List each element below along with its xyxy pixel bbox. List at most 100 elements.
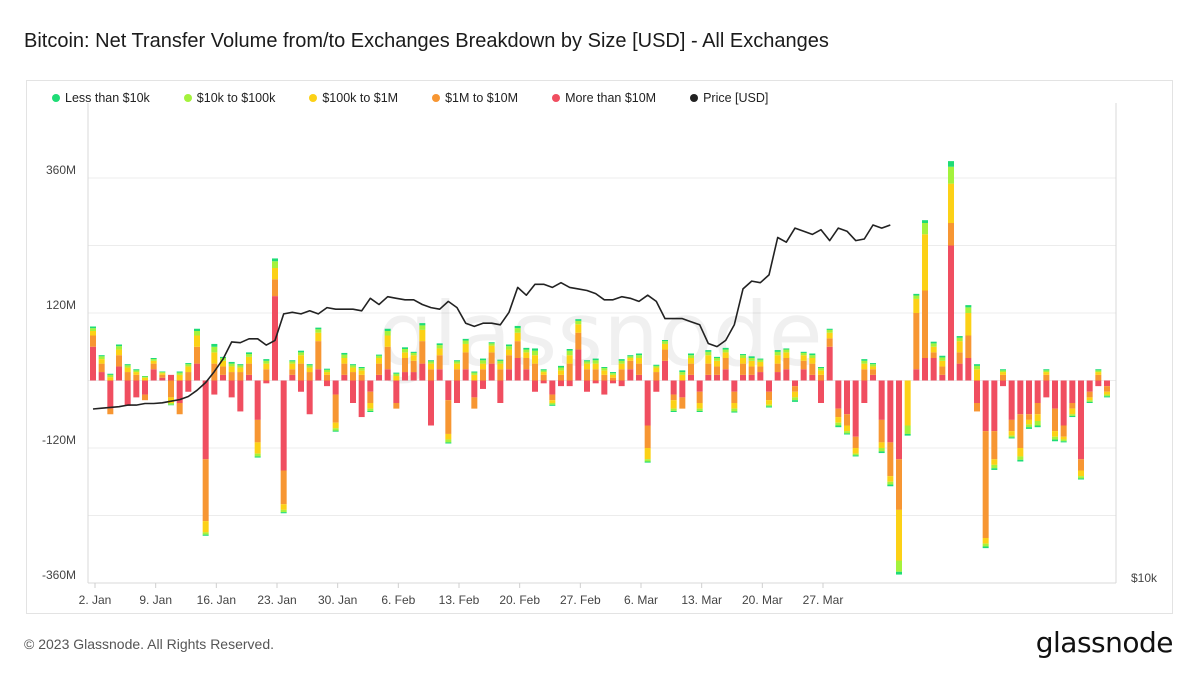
bar-stack	[982, 380, 989, 549]
bar-segment-10k-100k	[185, 364, 192, 367]
bar-segment-gt10m	[514, 358, 521, 381]
legend-item-gt10m[interactable]: More than $10M	[552, 91, 656, 105]
bar-segment-lt10k	[228, 361, 235, 364]
bar-segment-100k-1m	[1104, 391, 1110, 395]
bar-segment-lt10k	[566, 349, 573, 351]
bar-stack	[159, 371, 166, 381]
bar-segment-gt10m	[870, 374, 876, 381]
bar-segment-1m-10m	[176, 403, 183, 415]
bar-segment-100k-1m	[766, 400, 772, 405]
bar-segment-1m-10m	[142, 394, 148, 401]
x-tick-label: 9. Jan	[139, 593, 172, 607]
bar-segment-lt10k	[1034, 425, 1041, 428]
bar-segment-100k-1m	[263, 363, 270, 370]
legend-label-price: Price [USD]	[703, 91, 769, 105]
bar-segment-gt10m	[289, 374, 296, 381]
bar-segment-gt10m	[670, 380, 677, 395]
bar-segment-100k-1m	[722, 352, 729, 358]
bar-segment-gt10m	[454, 380, 460, 403]
bar-segment-10k-100k	[818, 368, 824, 371]
legend-item-price[interactable]: Price [USD]	[690, 91, 768, 105]
bar-segment-lt10k	[948, 161, 954, 167]
bar-segment-lt10k	[1069, 415, 1076, 418]
bar-segment-100k-1m	[696, 403, 703, 409]
bar-stack	[194, 328, 200, 381]
bar-segment-lt10k	[922, 220, 928, 223]
bar-segment-lt10k	[523, 347, 530, 350]
bar-segment-gt10m	[748, 374, 755, 381]
bar-segment-100k-1m	[1000, 372, 1006, 375]
bar-segment-gt10m	[185, 380, 192, 392]
bar-segment-100k-1m	[592, 363, 599, 370]
legend-item-lt10k[interactable]: Less than $10k	[52, 91, 150, 105]
bar-segment-10k-100k	[332, 428, 339, 431]
bar-segment-10k-100k	[870, 364, 876, 367]
bar-segment-1m-10m	[826, 338, 833, 347]
bar-segment-gt10m	[974, 380, 980, 403]
bar-stack	[852, 380, 859, 457]
bar-segment-lt10k	[124, 364, 131, 366]
bar-segment-gt10m	[220, 374, 226, 381]
bar-stack	[202, 380, 209, 536]
bar-segment-lt10k	[878, 451, 885, 454]
bar-segment-lt10k	[254, 456, 261, 458]
legend-item-10k-100k[interactable]: $10k to $100k	[183, 91, 275, 105]
bar-segment-gt10m	[844, 380, 850, 415]
bar-segment-gt10m	[150, 369, 157, 381]
bar-stack	[254, 380, 261, 458]
bar-segment-10k-100k	[280, 509, 287, 513]
bar-segment-gt10m	[956, 363, 963, 381]
bar-segment-gt10m	[688, 374, 694, 381]
bar-segment-lt10k	[575, 319, 582, 321]
bar-stack	[904, 380, 911, 436]
bar-segment-gt10m	[610, 380, 616, 384]
bar-stack	[549, 380, 556, 406]
bar-segment-gt10m	[194, 363, 200, 381]
bar-segment-1m-10m	[844, 414, 850, 426]
bar-stack	[532, 348, 538, 392]
bar-stack	[332, 380, 339, 432]
bar-segment-10k-100k	[1086, 400, 1093, 402]
bar-segment-100k-1m	[194, 335, 200, 347]
bar-segment-gt10m	[766, 380, 772, 392]
bar-segment-lt10k	[835, 425, 842, 428]
price-layer	[92, 224, 891, 410]
bar-segment-gt10m	[757, 372, 764, 381]
bar-segment-100k-1m	[454, 363, 460, 370]
bar-segment-1m-10m	[402, 358, 408, 373]
bar-segment-gt10m	[887, 380, 894, 443]
bar-segment-100k-1m	[584, 363, 590, 370]
x-tick-label: 2. Jan	[79, 593, 112, 607]
legend-dot-gt10m	[552, 94, 561, 102]
bar-segment-lt10k	[142, 376, 148, 377]
bar-segment-1m-10m	[506, 355, 512, 370]
bar-stack	[90, 326, 96, 381]
legend-item-1m-10m[interactable]: $1M to $10M	[432, 91, 518, 105]
bar-segment-lt10k	[367, 410, 374, 412]
bar-segment-10k-100k	[844, 431, 850, 434]
bar-stack	[991, 380, 998, 470]
legend-item-100k-1m[interactable]: $100k to $1M	[309, 91, 398, 105]
bar-segment-lt10k	[610, 372, 616, 374]
bar-segment-gt10m	[1043, 380, 1050, 398]
bar-segment-10k-100k	[575, 320, 582, 325]
bar-stack	[488, 342, 495, 381]
bar-segment-gt10m	[116, 366, 122, 381]
bar-segment-lt10k	[497, 359, 504, 361]
bar-segment-lt10k	[272, 258, 278, 262]
bar-segment-gt10m	[1052, 380, 1058, 409]
bar-segment-gt10m	[358, 380, 365, 418]
bar-stack	[315, 327, 322, 381]
bar-segment-1m-10m	[350, 372, 356, 381]
bar-segment-lt10k	[263, 359, 270, 361]
bar-segment-gt10m	[1104, 380, 1110, 387]
bar-segment-lt10k	[982, 546, 989, 549]
bar-segment-gt10m	[367, 380, 374, 392]
bar-segment-1m-10m	[896, 459, 902, 510]
bar-stack	[870, 363, 876, 381]
bar-segment-100k-1m	[549, 400, 556, 403]
bar-segment-10k-100k	[306, 365, 313, 368]
bar-segment-100k-1m	[393, 376, 400, 381]
bar-segment-100k-1m	[618, 363, 625, 370]
bar-segment-gt10m	[246, 374, 252, 381]
